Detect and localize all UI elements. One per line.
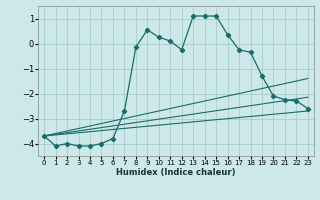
- X-axis label: Humidex (Indice chaleur): Humidex (Indice chaleur): [116, 168, 236, 177]
